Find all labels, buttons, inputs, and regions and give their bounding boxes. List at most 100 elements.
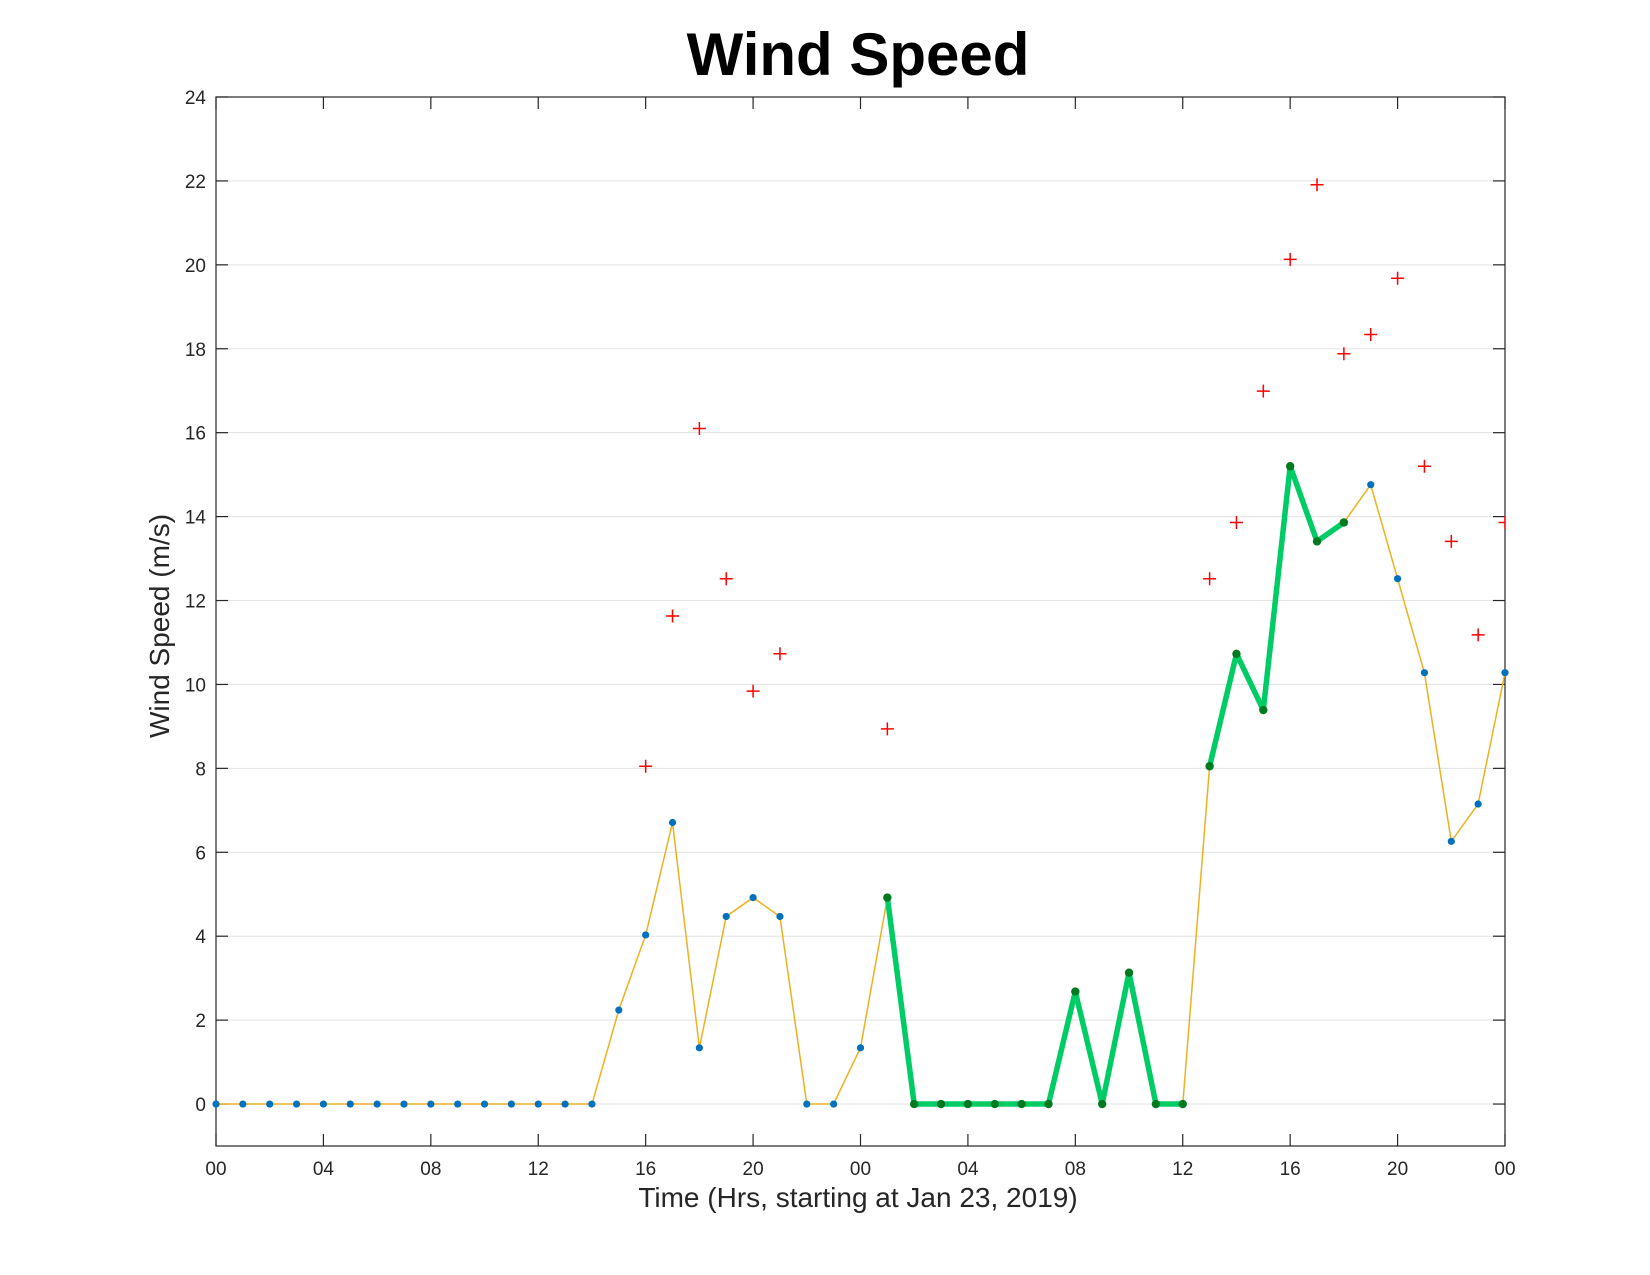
- plus-marker: [719, 572, 733, 586]
- y-tick-label: 14: [185, 508, 207, 529]
- data-point: [1367, 481, 1375, 489]
- data-point: [1393, 575, 1402, 583]
- data-point: [1501, 669, 1509, 677]
- plus-marker: [773, 647, 787, 661]
- highlight-point: [1285, 462, 1295, 471]
- x-tick-label: 20: [743, 1159, 764, 1180]
- highlight-point: [1017, 1099, 1026, 1109]
- x-tick-label: 08: [420, 1159, 441, 1180]
- x-tick-label: 16: [635, 1159, 656, 1180]
- plus-marker: [880, 722, 894, 736]
- data-point: [1420, 669, 1429, 677]
- highlight-point: [1312, 537, 1322, 546]
- highlight-point: [1071, 987, 1080, 996]
- plus-marker: [639, 759, 653, 773]
- highlight-point: [883, 893, 892, 902]
- data-point: [1447, 837, 1455, 845]
- data-point: [642, 931, 650, 939]
- data-point: [830, 1100, 838, 1108]
- highlight-point: [1097, 1099, 1107, 1109]
- x-tick-label: 12: [1172, 1159, 1193, 1180]
- highlight-point: [1124, 968, 1134, 977]
- highlight-point: [990, 1099, 999, 1109]
- data-point: [346, 1100, 354, 1108]
- highlight-point: [1178, 1099, 1187, 1109]
- series-line-all: [216, 465, 1506, 1105]
- data-point: [588, 1100, 596, 1108]
- highlight-point: [1232, 649, 1241, 659]
- data-point: [561, 1100, 569, 1108]
- y-tick-label: 2: [195, 1011, 206, 1032]
- y-tick-label: 0: [195, 1095, 206, 1116]
- data-point: [373, 1100, 381, 1108]
- y-tick-label: 20: [185, 256, 206, 277]
- x-tick-label: 16: [1280, 1159, 1301, 1180]
- x-tick-label: 00: [205, 1159, 226, 1180]
- series-line-highlight: [884, 897, 1183, 1107]
- data-point: [803, 1100, 811, 1108]
- highlight-point: [1044, 1099, 1053, 1109]
- data-point: [856, 1044, 865, 1052]
- y-tick-label: 4: [195, 927, 206, 948]
- y-tick-label: 6: [195, 843, 206, 864]
- grid-lines: [216, 96, 1505, 1105]
- plus-marker: [1203, 572, 1217, 586]
- data-point: [454, 1100, 462, 1108]
- plus-marker: [1283, 252, 1297, 266]
- highlight-point: [936, 1099, 946, 1109]
- plus-marker: [1391, 271, 1405, 285]
- data-point: [292, 1100, 301, 1108]
- plus-marker: [1417, 459, 1431, 473]
- x-tick-label: 20: [1387, 1159, 1408, 1180]
- x-tick-label: 00: [850, 1159, 871, 1180]
- series-layer: [212, 178, 1509, 1109]
- data-point: [615, 1006, 623, 1014]
- data-point: [1474, 800, 1482, 808]
- plus-marker: [1444, 534, 1458, 548]
- y-tick-label: 16: [185, 424, 206, 445]
- data-point: [239, 1100, 247, 1108]
- plus-marker: [1471, 628, 1485, 642]
- series-line-highlight: [1206, 463, 1346, 767]
- data-point: [668, 818, 677, 827]
- data-point: [722, 912, 730, 921]
- x-tick-label: 08: [1065, 1159, 1086, 1180]
- data-point: [695, 1044, 703, 1052]
- highlight-point: [1259, 705, 1268, 715]
- data-point: [400, 1100, 408, 1108]
- data-point: [266, 1100, 274, 1108]
- data-point: [749, 893, 757, 902]
- y-tick-label: 8: [195, 759, 206, 780]
- y-tick-label: 22: [185, 172, 206, 193]
- data-point: [507, 1100, 515, 1108]
- plus-marker: [1310, 178, 1324, 192]
- plus-marker: [666, 609, 680, 623]
- x-tick-label: 00: [1494, 1159, 1515, 1180]
- plus-marker: [692, 421, 706, 435]
- y-tick-label: 24: [185, 88, 207, 109]
- x-tick-label: 04: [313, 1159, 335, 1180]
- highlight-point: [1339, 518, 1349, 527]
- x-tick-label: 12: [528, 1159, 549, 1180]
- x-axis-label: Time (Hrs, starting at Jan 23, 2019): [638, 1182, 1077, 1213]
- y-axis-label: Wind Speed (m/s): [144, 514, 175, 738]
- data-point: [427, 1100, 435, 1108]
- plus-marker: [746, 684, 760, 698]
- chart-title: Wind Speed: [687, 21, 1030, 88]
- plus-marker: [1498, 515, 1505, 529]
- highlight-point: [1151, 1099, 1161, 1109]
- data-point: [212, 1100, 220, 1108]
- plus-marker: [1229, 515, 1243, 529]
- y-tick-label: 18: [185, 340, 206, 361]
- data-point: [319, 1100, 328, 1108]
- y-tick-label: 10: [185, 675, 206, 696]
- highlight-point: [963, 1099, 973, 1109]
- plus-marker: [1364, 327, 1378, 341]
- y-tick-label: 12: [185, 592, 206, 613]
- plot-frame: [215, 96, 1506, 1147]
- plus-marker: [1337, 347, 1351, 361]
- data-point: [776, 912, 784, 921]
- gust-markers: [639, 178, 1505, 773]
- highlight-point: [1205, 762, 1214, 771]
